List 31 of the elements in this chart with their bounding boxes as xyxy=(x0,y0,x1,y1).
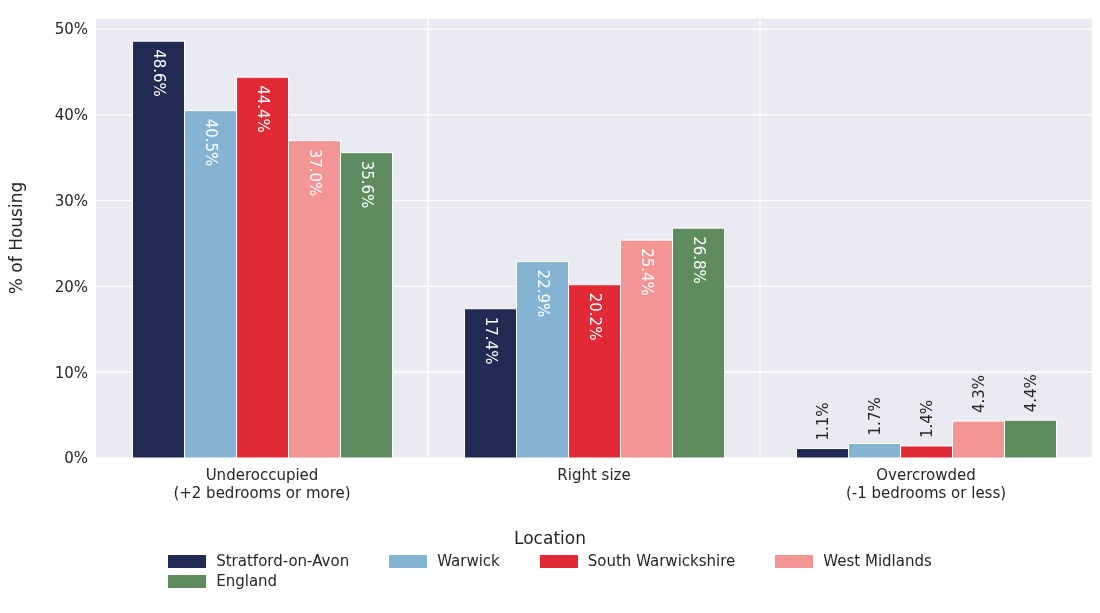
data-label: 20.2% xyxy=(585,292,604,341)
data-label: 26.8% xyxy=(689,236,708,284)
data-label: 44.4% xyxy=(253,85,272,133)
data-label: 22.9% xyxy=(533,269,552,318)
data-label: 35.6% xyxy=(357,160,376,209)
x-tick-label: Overcrowded (-1 bedrooms or less) xyxy=(845,466,1007,502)
data-label: 1.4% xyxy=(917,399,936,438)
legend-label: South Warwickshire xyxy=(587,552,736,570)
x-tick-label: Underoccupied (+2 bedrooms or more) xyxy=(173,466,351,502)
y-tick-label: 20% xyxy=(54,277,88,296)
y-tick-label: 50% xyxy=(54,20,88,39)
data-label: 4.3% xyxy=(969,375,988,414)
x-tick-label: Right size xyxy=(557,466,631,484)
y-tick-label: 0% xyxy=(64,449,88,468)
data-label: 48.6% xyxy=(149,49,168,97)
legend-label: Warwick xyxy=(437,552,500,570)
data-label: 37.0% xyxy=(305,148,324,197)
y-tick-label: 40% xyxy=(54,106,88,125)
legend-title: Location xyxy=(513,528,587,548)
y-axis-title: % of Housing xyxy=(6,181,27,295)
data-label: 17.4% xyxy=(481,316,500,365)
legend-label: Stratford-on-Avon xyxy=(216,552,350,570)
data-label: 4.4% xyxy=(1021,374,1040,413)
data-label: 40.5% xyxy=(201,118,220,167)
legend-label: West Midlands xyxy=(823,552,932,570)
data-label: 1.1% xyxy=(813,402,832,441)
legend-label: England xyxy=(216,572,278,590)
y-tick-label: 30% xyxy=(54,192,88,211)
data-label: 1.7% xyxy=(865,397,884,436)
y-tick-label: 10% xyxy=(54,363,88,382)
data-label: 25.4% xyxy=(637,248,656,296)
